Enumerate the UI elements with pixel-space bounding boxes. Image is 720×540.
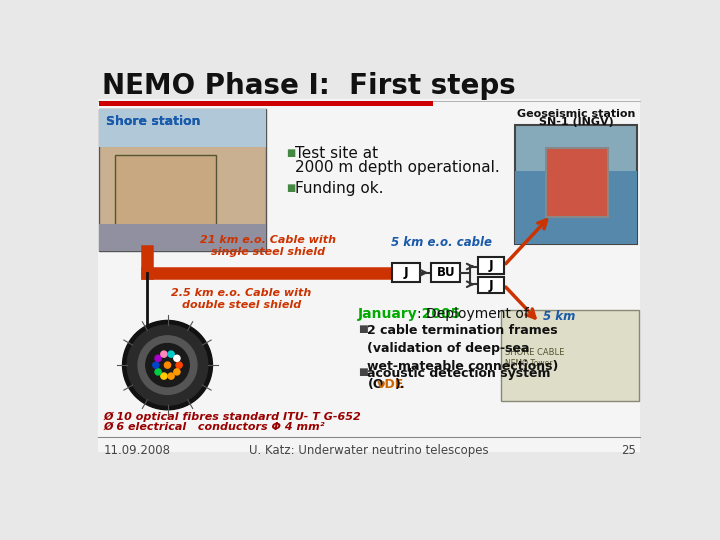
- Text: 21 km e.o. Cable with
single steel shield: 21 km e.o. Cable with single steel shiel…: [200, 235, 336, 256]
- Text: J: J: [488, 259, 493, 272]
- Bar: [98, 99, 640, 452]
- Text: ).: ).: [395, 378, 406, 391]
- Circle shape: [164, 362, 171, 368]
- Text: 5 km e.o. cable: 5 km e.o. cable: [391, 236, 492, 249]
- Text: NEMO Tower: NEMO Tower: [505, 359, 552, 368]
- Circle shape: [122, 320, 212, 410]
- Text: ■: ■: [358, 325, 368, 334]
- Circle shape: [174, 355, 180, 361]
- Text: Test site at: Test site at: [295, 146, 379, 161]
- Circle shape: [161, 351, 167, 357]
- Text: 2 cable termination frames
(validation of deep-sea
wet-mateable connections): 2 cable termination frames (validation o…: [367, 323, 559, 373]
- Bar: [99, 224, 266, 251]
- Text: 5 km: 5 km: [544, 309, 576, 323]
- Bar: [477, 276, 504, 294]
- Circle shape: [127, 325, 208, 405]
- Text: BU: BU: [436, 266, 455, 279]
- Text: Ø 10 optical fibres standard ITU- T G-652: Ø 10 optical fibres standard ITU- T G-65…: [104, 411, 361, 422]
- Bar: [546, 148, 608, 217]
- Text: J: J: [488, 279, 493, 292]
- Bar: [99, 101, 433, 106]
- Circle shape: [138, 336, 197, 394]
- Circle shape: [168, 373, 174, 379]
- Bar: [392, 264, 420, 282]
- Text: 2.5 km e.o. Cable with
double steel shield: 2.5 km e.o. Cable with double steel shie…: [171, 288, 311, 310]
- Text: ■: ■: [286, 183, 295, 193]
- Text: acoustic detection system: acoustic detection system: [367, 367, 551, 380]
- Circle shape: [168, 351, 174, 357]
- Text: SN-1 (INGV): SN-1 (INGV): [539, 117, 613, 127]
- Text: January 2005: January 2005: [358, 307, 462, 321]
- Text: 11.09.2008: 11.09.2008: [104, 444, 171, 457]
- Text: NEMO Phase I:  First steps: NEMO Phase I: First steps: [102, 72, 516, 100]
- Text: J: J: [404, 266, 408, 279]
- Bar: [515, 171, 637, 244]
- Text: Ø 6 electrical   conductors Φ 4 mm²: Ø 6 electrical conductors Φ 4 mm²: [104, 421, 325, 431]
- Text: Shore station: Shore station: [106, 115, 200, 128]
- Text: Funding ok.: Funding ok.: [295, 181, 384, 196]
- Bar: [477, 257, 504, 274]
- Bar: [500, 309, 639, 401]
- Circle shape: [155, 369, 161, 375]
- Bar: [515, 125, 637, 244]
- Text: ■: ■: [358, 367, 368, 377]
- Text: Shore station: Shore station: [106, 115, 200, 128]
- Circle shape: [174, 369, 180, 375]
- Text: U. Katz: Underwater neutrino telescopes: U. Katz: Underwater neutrino telescopes: [249, 444, 489, 457]
- Text: : Deployment of: : Deployment of: [417, 307, 529, 321]
- Bar: [114, 155, 215, 228]
- Circle shape: [155, 355, 161, 361]
- Circle shape: [153, 362, 159, 368]
- Bar: [99, 109, 266, 251]
- Text: Geoseismic station: Geoseismic station: [517, 109, 635, 119]
- Circle shape: [161, 373, 167, 379]
- Text: νDE: νDE: [377, 378, 404, 391]
- Circle shape: [145, 343, 189, 387]
- Text: (O: (O: [367, 378, 384, 391]
- Text: 2000 m depth operational.: 2000 m depth operational.: [295, 159, 500, 174]
- Text: SHORE CABLE: SHORE CABLE: [505, 348, 564, 356]
- Bar: [431, 264, 461, 282]
- Bar: [99, 109, 266, 147]
- Text: ■: ■: [286, 148, 295, 158]
- Text: 25: 25: [621, 444, 636, 457]
- Circle shape: [176, 362, 182, 368]
